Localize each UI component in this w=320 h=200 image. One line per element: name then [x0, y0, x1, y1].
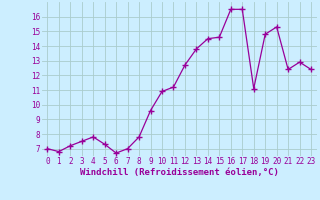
X-axis label: Windchill (Refroidissement éolien,°C): Windchill (Refroidissement éolien,°C): [80, 168, 279, 177]
